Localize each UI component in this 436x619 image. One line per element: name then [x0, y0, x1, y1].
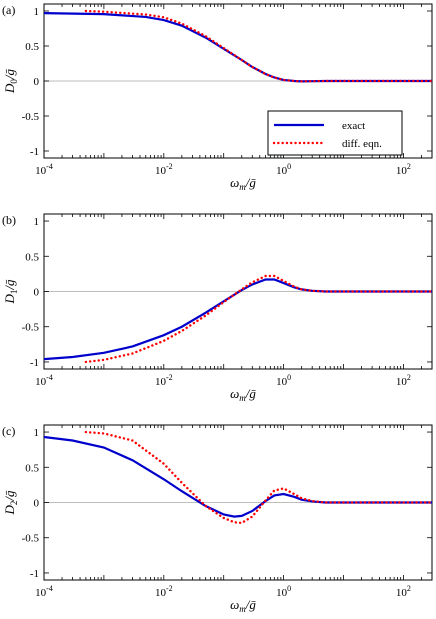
- legend: exact diff. eqn.: [267, 110, 403, 156]
- y-tick-label: 0: [34, 498, 40, 510]
- y-tick-label: 0.5: [25, 251, 39, 263]
- y-tick-label: -1: [30, 568, 39, 580]
- y-tick-label: -1: [30, 357, 39, 369]
- y-tick-label: 0: [34, 287, 40, 299]
- x-axis-label: ωm/ḡ: [230, 386, 256, 403]
- y-axis-label: D0/ḡ: [2, 69, 19, 95]
- series-diff-eqn-line: [84, 430, 434, 525]
- x-tick-label: 10-2: [155, 162, 173, 177]
- y-tick-label: 0.5: [25, 41, 39, 53]
- x-tick-label: 102: [396, 373, 411, 388]
- panel-b: 10-4 10-2 100 102 1 0.5 0 -0.5 -1 (b) ωm/ḡ D1/ḡ: [2, 213, 434, 403]
- panel-label: (a): [2, 3, 15, 17]
- panel-label: (c): [2, 424, 15, 438]
- panel-c: 10-4 10-2 100 102 1 0.5 0 -0.5 -1 (c) ωm/ḡ D2/ḡ: [2, 424, 434, 614]
- x-tick-label: 100: [276, 373, 291, 388]
- y-tick-label: 0: [34, 76, 40, 88]
- y-axis-label: D2/ḡ: [2, 490, 19, 516]
- x-tick-label: 100: [276, 584, 291, 599]
- panel-a: 10-4 10-2 100 102 1 0.5 0 -0.5 -1 (a) ωm/ḡ D0/ḡ exac…: [2, 3, 434, 192]
- y-tick-label: -1: [30, 146, 39, 158]
- x-tick-label: 102: [396, 162, 411, 177]
- x-tick-label: 10-2: [155, 584, 173, 599]
- panel-label: (b): [2, 213, 16, 227]
- y-tick-label: 1: [34, 216, 40, 228]
- y-tick-label: 0.5: [25, 462, 39, 474]
- y-tick-label: 1: [34, 6, 40, 18]
- x-tick-label: 10-4: [35, 584, 53, 599]
- x-tick-label: 10-4: [35, 162, 53, 177]
- series-exact-line: [43, 435, 432, 518]
- x-tick-label: 102: [396, 584, 411, 599]
- x-tick-label: 100: [276, 162, 291, 177]
- legend-label: exact: [342, 120, 365, 132]
- y-tick-label: -0.5: [22, 533, 40, 545]
- series-exact-line: [43, 12, 432, 83]
- y-tick-label: 1: [34, 427, 40, 439]
- x-axis-label: ωm/ḡ: [230, 597, 256, 614]
- y-axis-label: D1/ḡ: [2, 279, 19, 305]
- series-diff-eqn-line: [84, 274, 434, 364]
- y-tick-label: -0.5: [22, 322, 40, 334]
- legend-box: [267, 110, 403, 156]
- y-tick-label: -0.5: [22, 111, 40, 123]
- x-tick-label: 10-4: [35, 373, 53, 388]
- series-exact-line: [43, 278, 432, 361]
- x-axis-label: ωm/ḡ: [230, 175, 256, 192]
- x-tick-label: 10-2: [155, 373, 173, 388]
- series-diff-eqn-line: [84, 9, 434, 83]
- legend-label: diff. eqn.: [342, 138, 382, 150]
